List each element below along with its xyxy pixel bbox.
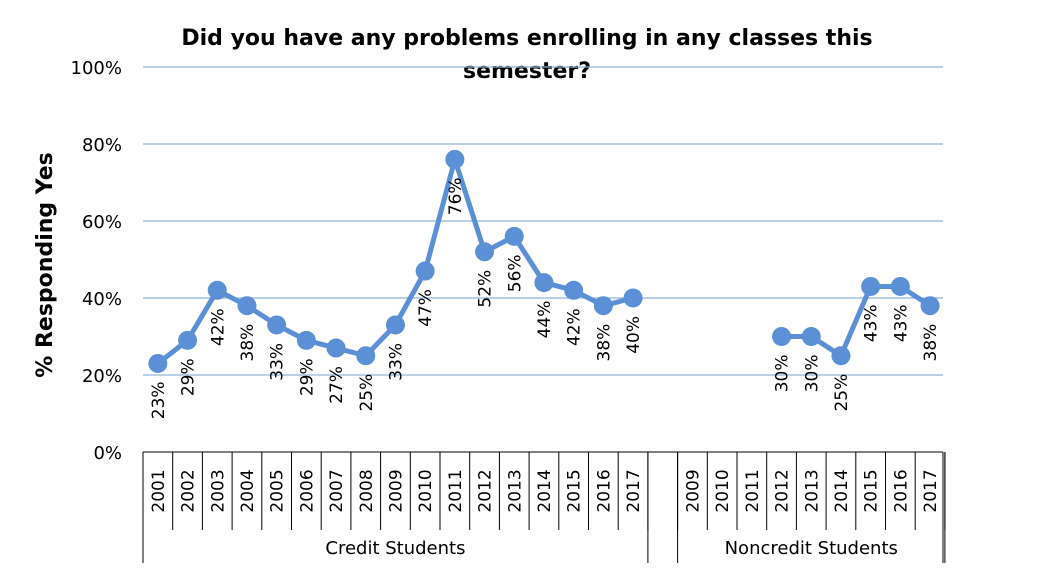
x-tick-label: 2016 (891, 469, 911, 512)
data-point (475, 242, 495, 262)
chart-title-line-1: Did you have any problems enrolling in a… (181, 26, 872, 51)
data-point (445, 149, 465, 169)
data-point (207, 280, 227, 300)
data-label: 40% (624, 316, 644, 354)
data-point (593, 296, 613, 316)
x-tick-label: 2004 (238, 469, 258, 512)
x-tick-label: 2016 (594, 469, 614, 512)
data-point (296, 330, 316, 350)
data-label: 29% (179, 358, 199, 396)
data-label: 25% (357, 374, 377, 412)
x-tick-label: 2010 (713, 469, 733, 512)
data-label: 47% (416, 289, 436, 327)
y-tick-label: 60% (82, 212, 122, 233)
x-tick-label: 2011 (446, 469, 466, 512)
y-tick-label: 20% (82, 366, 122, 387)
data-point (772, 327, 792, 346)
data-label: 38% (238, 324, 258, 362)
data-point (920, 296, 940, 316)
data-point (504, 226, 524, 246)
y-tick-label: 100% (71, 58, 122, 79)
y-tick-label: 40% (82, 289, 122, 310)
x-tick-label: 2007 (327, 469, 347, 512)
data-label: 43% (862, 304, 882, 342)
x-tick-label: 2002 (179, 469, 199, 512)
x-tick-label: 2008 (357, 469, 377, 512)
data-label: 23% (149, 381, 169, 419)
x-tick-label: 2009 (683, 469, 703, 512)
data-label: 38% (921, 324, 941, 362)
data-label: 25% (832, 374, 852, 412)
x-tick-label: 2010 (416, 469, 436, 512)
x-tick-label: 2012 (773, 469, 793, 512)
data-label: 33% (268, 343, 288, 381)
x-tick-label: 2005 (268, 469, 288, 512)
data-label: 42% (565, 308, 585, 346)
data-label: 56% (505, 254, 525, 292)
x-tick-label: 2017 (624, 469, 644, 512)
data-point (831, 346, 851, 366)
data-label: 33% (386, 343, 406, 381)
x-tick-label: 2014 (832, 469, 852, 512)
y-tick-label: 0% (93, 443, 122, 464)
data-point (237, 296, 257, 316)
group-label: Noncredit Students (725, 538, 898, 559)
data-point (385, 315, 405, 335)
data-point (326, 338, 346, 358)
data-point (267, 315, 287, 335)
y-axis-label: % Responding Yes (33, 152, 58, 377)
x-tick-label: 2009 (386, 469, 406, 512)
x-tick-label: 2001 (149, 469, 169, 512)
x-tick-label: 2014 (535, 469, 555, 512)
x-tick-label: 2017 (921, 469, 941, 512)
plot-area: 0% 20% 40% 60% 80% 100% 2001 2002 2003 2004 2005 20… (71, 58, 946, 563)
data-point (356, 346, 376, 366)
x-tick-label: 2013 (505, 469, 525, 512)
data-label: 29% (297, 358, 317, 396)
x-tick-label: 2012 (476, 469, 496, 512)
group-label: Credit Students (325, 538, 465, 559)
x-tick-label: 2006 (297, 469, 317, 512)
data-point (534, 273, 554, 293)
data-point (623, 288, 643, 308)
data-point (890, 276, 910, 296)
data-point (861, 276, 881, 296)
data-label: 52% (476, 270, 496, 308)
data-label: 30% (773, 355, 793, 393)
data-point (564, 280, 584, 300)
data-label: 38% (594, 324, 614, 362)
data-label: 76% (446, 177, 466, 215)
chart-title-line-2: semester? (463, 59, 591, 84)
data-label: 43% (891, 304, 911, 342)
data-point (148, 353, 168, 373)
x-tick-label: 2015 (565, 469, 585, 512)
data-label: 44% (535, 301, 555, 339)
data-label: 30% (802, 355, 822, 393)
x-tick-label: 2003 (208, 469, 228, 512)
data-label: 27% (327, 366, 347, 404)
x-tick-label: 2015 (862, 469, 882, 512)
x-tick-label: 2013 (802, 469, 822, 512)
y-tick-label: 80% (82, 135, 122, 156)
data-point (801, 327, 821, 346)
x-tick-label: 2011 (743, 469, 763, 512)
data-point (178, 330, 198, 350)
data-point (415, 261, 435, 281)
data-label: 42% (208, 308, 228, 346)
